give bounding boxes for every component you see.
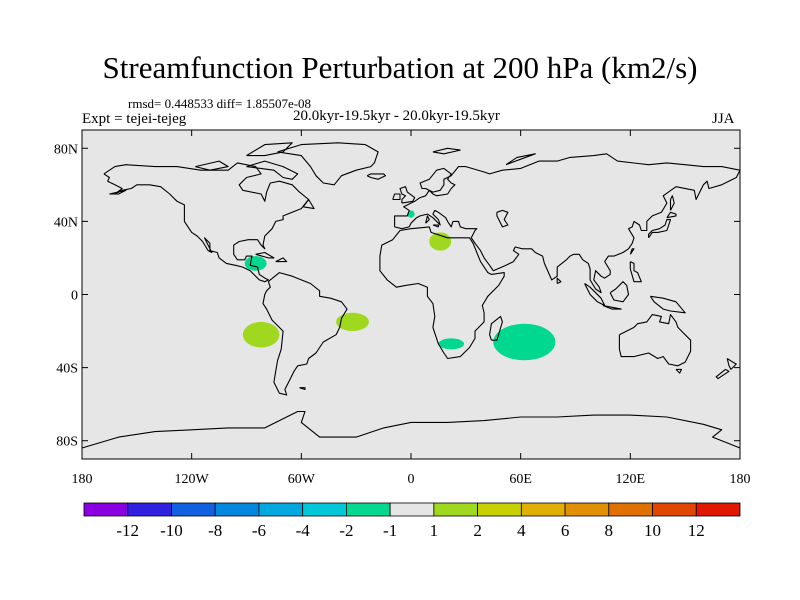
season-label: JJA	[712, 111, 735, 127]
x-tick-label-4: 60E	[509, 472, 532, 487]
colorbar-label-2: -8	[208, 521, 222, 540]
coastline-baffin	[246, 160, 299, 180]
colorbar-swatch-3	[214, 502, 260, 517]
coastline-layer	[81, 142, 741, 449]
coastline-sakhalin	[669, 195, 675, 211]
colorbar-swatch-5	[302, 502, 347, 517]
colorbar-label-5: -2	[339, 521, 353, 540]
coastline-svalbard	[432, 147, 461, 155]
colorbar-swatch-7	[389, 502, 435, 517]
coastline-new-zealand-s	[715, 368, 730, 380]
experiment-label: Expt = tejei-tejeg	[82, 111, 187, 127]
colorbar-label-7: 1	[430, 521, 439, 540]
colorbar-label-3: -6	[252, 521, 266, 540]
coastline-antarctica	[81, 410, 741, 449]
coastline-madagascar	[489, 315, 503, 341]
anomaly-region-4	[438, 338, 465, 350]
period-label: 20.0kyr-19.5kyr - 20.0kyr-19.5kyr	[293, 108, 500, 124]
coastline-africa	[379, 226, 505, 360]
chart-title: Streamfunction Perturbation at 200 hPa (…	[102, 50, 698, 85]
anomaly-region-6	[407, 210, 415, 218]
coastline-java	[602, 304, 622, 310]
coastline-philippines	[629, 261, 642, 283]
coastline-greenland	[277, 142, 379, 186]
coastline-new-zealand-n	[726, 358, 737, 370]
coastline-ireland	[392, 193, 401, 201]
colorbar-swatch-8	[433, 502, 479, 517]
x-tick-label-5: 120E	[616, 472, 646, 487]
anomaly-region-5	[244, 256, 267, 271]
colorbar-label-12: 10	[644, 521, 661, 540]
colorbar-label-4: -4	[296, 521, 311, 540]
y-tick-label-3: 40S	[56, 362, 78, 377]
x-tick-label-3: 0	[408, 472, 415, 487]
x-tick-label-6: 180	[730, 472, 751, 487]
y-tick-label-2: 0	[71, 289, 78, 304]
coastline-eurasia	[394, 153, 741, 294]
coastline-sicily	[432, 224, 439, 228]
coastline-tasmania	[675, 368, 683, 374]
coastline-iceland	[366, 173, 386, 180]
coastline-great-britain	[399, 186, 416, 204]
colorbar-label-8: 2	[473, 521, 482, 540]
coastline-hispaniola	[275, 257, 288, 263]
anomaly-region-1	[336, 312, 369, 332]
coastline-falklands	[299, 387, 306, 391]
colorbar-swatch-1	[127, 502, 172, 517]
colorbar-swatch-0	[83, 502, 129, 517]
colorbar-label-1: -10	[160, 521, 183, 540]
colorbar-label-13: 12	[688, 521, 705, 540]
colorbar-swatch-9	[477, 502, 522, 517]
x-tick-label-1: 120W	[175, 472, 210, 487]
colorbar-label-11: 8	[605, 521, 614, 540]
colorbar-swatch-13	[652, 502, 697, 517]
colorbar-label-9: 4	[517, 521, 526, 540]
coastline-ellesmere	[246, 142, 293, 157]
coastline-south-america	[262, 272, 348, 396]
coastline-newfoundland	[302, 198, 315, 210]
colorbar-label-6: -1	[383, 521, 397, 540]
anomaly-region-0	[242, 321, 280, 348]
plot-background	[82, 130, 740, 459]
colorbar-swatch-14	[695, 502, 741, 517]
stats-label: rmsd= 0.448533 diff= 1.85507e-08	[128, 96, 312, 111]
colorbar-swatch-4	[258, 502, 304, 517]
colorbar-label-0: -12	[116, 521, 139, 540]
colorbar-swatch-11	[564, 502, 610, 517]
coastline-hokkaido	[666, 211, 677, 219]
coastline-japan	[648, 219, 672, 239]
coastline-taiwan	[629, 248, 635, 255]
coastline-borneo	[609, 281, 630, 303]
coastline-victoria-is	[195, 160, 229, 171]
x-tick-label-0: 180	[72, 472, 93, 487]
colorbar: -12 -10 -8 -6 -4 -2 -1 1 2 4 6 8 10 12	[83, 502, 741, 540]
coastline-sri-lanka	[556, 277, 562, 284]
anomaly-region-3	[493, 323, 556, 361]
colorbar-label-10: 6	[561, 521, 570, 540]
colorbar-swatch-10	[520, 502, 566, 517]
coastline-alaska-peninsula	[109, 189, 127, 195]
y-tick-label-1: 40N	[54, 215, 78, 230]
y-tick-label-4: 80S	[56, 435, 78, 450]
x-tick-label-2: 60W	[288, 472, 316, 487]
y-tick-label-0: 80N	[54, 142, 78, 157]
coastline-australia	[618, 314, 692, 367]
coastline-new-guinea	[649, 295, 686, 314]
axis-ticks: 180 120W 60W 0 60E 120E 180 80N 40N 0 40S 80S	[54, 130, 751, 487]
coastline-cuba	[255, 251, 275, 259]
coastline-caspian	[496, 209, 509, 228]
colorbar-swatch-6	[345, 502, 391, 517]
coastline-north-america	[103, 162, 310, 283]
colorbar-swatch-2	[171, 502, 216, 517]
colorbar-swatch-12	[608, 502, 653, 517]
coastline-novaya-zemlya	[505, 153, 536, 166]
coastline-corsica-sardinia	[425, 215, 430, 224]
